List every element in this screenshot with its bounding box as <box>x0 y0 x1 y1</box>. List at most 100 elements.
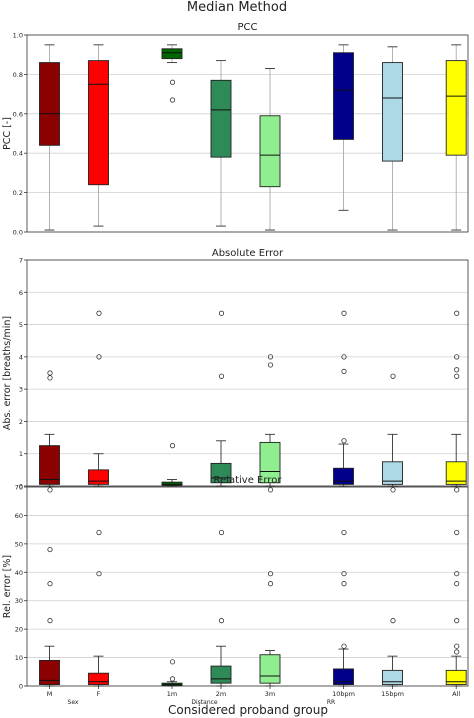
box-F <box>88 44 109 227</box>
outlier-point <box>390 618 396 624</box>
box-body <box>333 52 354 140</box>
outlier-point <box>454 643 460 649</box>
box-10bpm <box>333 310 354 487</box>
plot-frame <box>26 34 469 233</box>
outlier-point <box>267 487 274 493</box>
box-F <box>88 529 109 687</box>
group-label: Sex <box>68 699 79 706</box>
x-tick-label: 15bpm <box>381 690 404 698</box>
box-2m <box>210 529 232 687</box>
outlier-point <box>341 571 347 577</box>
box-body <box>88 60 109 186</box>
y-tick-label: 2 <box>19 418 23 426</box>
outlier-point <box>341 529 347 536</box>
outlier-point <box>47 375 53 381</box>
outlier-point <box>390 487 396 493</box>
box-1m <box>161 44 183 103</box>
box-M <box>39 487 60 687</box>
x-tick-label: F <box>97 690 101 698</box>
box-body <box>39 659 60 686</box>
y-axis-label: PCC [-] <box>2 117 13 150</box>
outlier-point <box>218 373 225 379</box>
panels: 0.0 0.2 0.4 0.6 0.8 1.0 PCC PCC [-] 0 1 2 3 4 5 6 7 Abso… <box>2 22 469 691</box>
box-All <box>445 487 467 687</box>
y-tick-label: 1.0 <box>13 32 23 40</box>
y-tick-label: 60 <box>15 512 23 520</box>
box-All <box>445 44 467 231</box>
box-All <box>445 310 467 487</box>
box-body <box>210 79 232 158</box>
box-body <box>161 481 183 486</box>
box-body <box>88 469 109 485</box>
y-axis-label: Rel. error [%] <box>2 555 13 618</box>
outlier-point <box>169 79 176 85</box>
y-tick-label: 70 <box>15 484 23 492</box>
box-15bpm <box>382 487 403 687</box>
outlier-point <box>169 659 176 665</box>
y-tick-label: 30 <box>15 597 23 605</box>
box-body <box>259 441 281 484</box>
box-body <box>333 467 354 485</box>
box-3m <box>259 68 281 231</box>
outlier-point <box>341 354 347 360</box>
x-axis: M F 1m 2m 3m 10bpm 15bpm All Sex Distance RR <box>47 686 460 706</box>
box-3m <box>259 354 281 487</box>
box-2m <box>210 310 232 487</box>
x-tick-label: M <box>47 690 53 698</box>
outlier-point <box>47 370 53 376</box>
plot-frame <box>26 486 469 687</box>
y-tick-label: 7 <box>19 257 23 265</box>
x-tick-label: 2m <box>216 690 226 698</box>
box-body <box>39 445 60 485</box>
box-10bpm <box>333 529 354 687</box>
outlier-point <box>47 581 53 587</box>
box-body <box>259 115 281 188</box>
panel-2: 0 10 20 30 40 50 60 70 Relative Error Rel. error … <box>2 475 469 691</box>
outlier-point <box>454 310 460 316</box>
box-3m <box>259 487 281 687</box>
panel-title: Relative Error <box>214 475 283 486</box>
y-tick-label: 1 <box>19 450 23 458</box>
y-tick-label: 40 <box>15 569 23 577</box>
box-body <box>382 669 403 686</box>
figure-title: Median Method <box>187 0 287 15</box>
y-tick-label: 0.4 <box>13 150 23 158</box>
y-axis-label: Abs. error [breaths/min] <box>2 316 13 430</box>
y-tick-label: 50 <box>15 540 23 548</box>
outlier-point <box>218 529 225 536</box>
box-body <box>259 654 281 684</box>
x-tick-label: 10bpm <box>332 690 355 698</box>
outlier-point <box>47 546 53 553</box>
outlier-point <box>341 643 347 649</box>
outlier-point <box>47 487 53 493</box>
outlier-point <box>341 438 347 444</box>
group-label: RR <box>327 699 335 706</box>
box-body <box>445 60 467 156</box>
outlier-point <box>96 354 102 360</box>
plot-frame <box>26 259 469 487</box>
y-tick-label: 10 <box>15 654 23 662</box>
outlier-point <box>169 443 176 449</box>
box-15bpm <box>382 46 403 231</box>
outlier-point <box>341 581 347 587</box>
outlier-point <box>267 581 274 587</box>
outlier-point <box>47 618 53 624</box>
x-tick-label: All <box>452 690 460 698</box>
y-tick-label: 6 <box>19 289 23 297</box>
box-body <box>382 62 403 162</box>
outlier-point <box>96 310 102 316</box>
plot-area <box>27 260 468 486</box>
outlier-point <box>169 676 176 682</box>
outlier-point <box>341 368 347 374</box>
box-body <box>39 62 60 146</box>
x-axis-label: Considered proband group <box>168 703 328 717</box>
panel-1: 0 1 2 3 4 5 6 7 Absolute Error Abs. error [breath… <box>2 248 469 491</box>
outlier-point <box>267 571 274 577</box>
y-tick-label: 0 <box>19 483 23 491</box>
box-body <box>88 672 109 686</box>
outlier-point <box>169 97 176 103</box>
outlier-point <box>454 373 460 379</box>
box-2m <box>210 60 232 227</box>
y-tick-label: 0.8 <box>13 71 23 79</box>
box-F <box>88 310 109 487</box>
